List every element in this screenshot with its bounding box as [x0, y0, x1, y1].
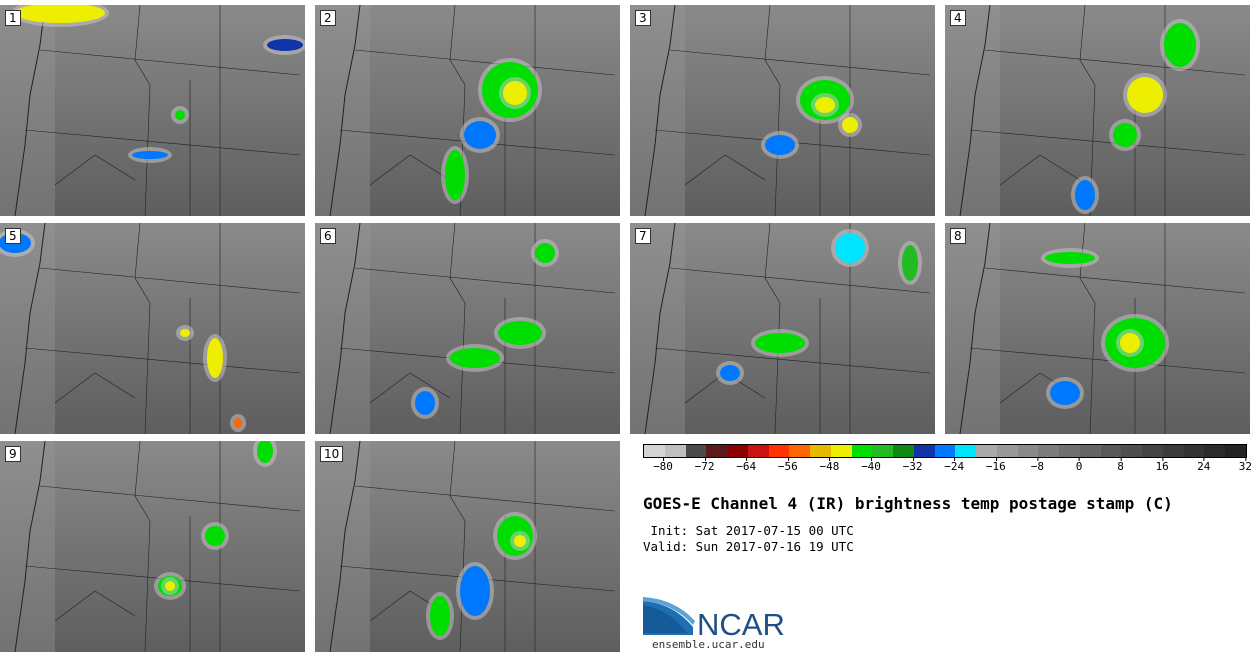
postage-stamp-panel: 6 — [315, 223, 620, 434]
colorbar-segment — [1162, 445, 1185, 457]
colorbar-tick-label: 0 — [1076, 457, 1082, 473]
colorbar-segment — [1038, 445, 1060, 457]
colorbar-tick-label: −64 — [736, 457, 756, 473]
colorbar-segment — [1204, 445, 1226, 457]
colorbar-ticks: −80 −72 −64 −56 −48 −40 −32 −24 −16 −8 0 8 16 24 32 — [643, 457, 1252, 479]
init-time: Init: Sat 2017-07-15 00 UTC — [643, 523, 854, 538]
colorbar-tick-label: 24 — [1197, 457, 1210, 473]
colorbar-segment — [768, 445, 790, 457]
colorbar-segment — [664, 445, 686, 457]
colorbar-segment — [789, 445, 811, 457]
colorbar — [643, 444, 1247, 458]
colorbar-tick-label: −16 — [986, 457, 1006, 473]
colorbar-segment — [1225, 445, 1247, 457]
ncar-logo-text: NCAR — [697, 607, 785, 639]
panel-number: 8 — [950, 228, 966, 244]
colorbar-segment — [1121, 445, 1143, 457]
panel-number: 4 — [950, 10, 966, 26]
panel-number: 6 — [320, 228, 336, 244]
colorbar-segment — [1059, 445, 1081, 457]
postage-stamp-panel: 10 — [315, 441, 620, 652]
colorbar-segment — [1079, 445, 1102, 457]
ncar-logo: NCAR — [643, 597, 793, 642]
panel-number: 2 — [320, 10, 336, 26]
colorbar-tick-label: −24 — [944, 457, 964, 473]
colorbar-segment — [872, 445, 894, 457]
colorbar-segment — [1142, 445, 1164, 457]
colorbar-segment — [976, 445, 998, 457]
logo-url: ensemble.ucar.edu — [652, 638, 765, 651]
colorbar-segment — [706, 445, 728, 457]
colorbar-tick-label: −56 — [778, 457, 798, 473]
colorbar-segment — [747, 445, 770, 457]
valid-time: Valid: Sun 2017-07-16 19 UTC — [643, 539, 854, 554]
postage-stamp-panel: 1 — [0, 5, 305, 216]
colorbar-tick-label: −80 — [653, 457, 673, 473]
panel-number: 10 — [320, 446, 344, 462]
colorbar-segment — [913, 445, 936, 457]
postage-stamp-panel: 7 — [630, 223, 935, 434]
postage-stamp-panel: 4 — [945, 5, 1250, 216]
colorbar-tick-label: −8 — [1031, 457, 1044, 473]
colorbar-segment — [727, 445, 749, 457]
colorbar-tick-label: −72 — [695, 457, 715, 473]
postage-stamp-panel: 9 — [0, 441, 305, 652]
colorbar-segment — [810, 445, 832, 457]
panel-number: 3 — [635, 10, 651, 26]
colorbar-segment — [955, 445, 977, 457]
panel-number: 1 — [5, 10, 21, 26]
colorbar-segment — [1017, 445, 1039, 457]
figure-title: GOES-E Channel 4 (IR) brightness temp po… — [643, 494, 1173, 513]
panel-number: 9 — [5, 446, 21, 462]
colorbar-segment — [996, 445, 1019, 457]
colorbar-segment — [1100, 445, 1122, 457]
colorbar-tick-label: −32 — [903, 457, 923, 473]
panel-number: 7 — [635, 228, 651, 244]
colorbar-segment — [685, 445, 707, 457]
colorbar-segment — [851, 445, 873, 457]
colorbar-segment — [1183, 445, 1205, 457]
colorbar-segment — [934, 445, 956, 457]
colorbar-tick-label: 16 — [1156, 457, 1169, 473]
colorbar-tick-label: 8 — [1117, 457, 1124, 473]
colorbar-tick-label: −40 — [861, 457, 881, 473]
colorbar-tick-label: 32 — [1239, 457, 1252, 473]
postage-stamp-panel: 8 — [945, 223, 1250, 434]
postage-stamp-panel: 2 — [315, 5, 620, 216]
colorbar-segment — [893, 445, 915, 457]
colorbar-segment — [644, 445, 666, 457]
postage-stamp-panel: 5 — [0, 223, 305, 434]
panel-number: 5 — [5, 228, 21, 244]
colorbar-tick-label: −48 — [819, 457, 839, 473]
colorbar-segment — [830, 445, 853, 457]
postage-stamp-panel: 3 — [630, 5, 935, 216]
